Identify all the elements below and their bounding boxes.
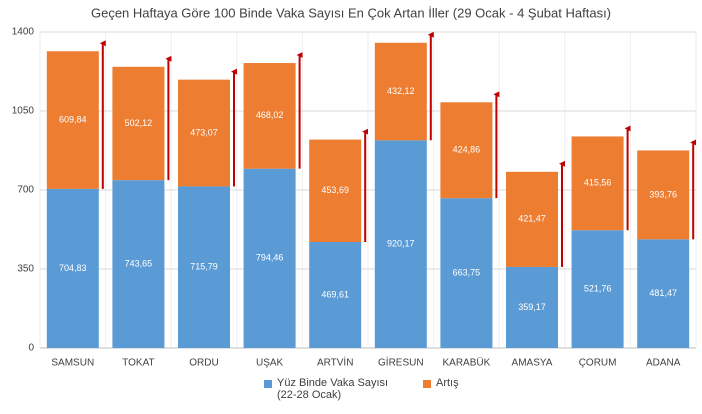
y-tick-label: 1400 — [12, 27, 35, 38]
value-label: 469,61 — [321, 289, 349, 299]
value-label: 424,86 — [453, 145, 481, 155]
y-tick-label: 0 — [28, 343, 34, 354]
bar-segment — [112, 180, 165, 348]
value-label: 743,65 — [125, 258, 153, 268]
x-tick-label: GİRESUN — [378, 356, 424, 369]
x-tick-label: SAMSUN — [51, 358, 94, 369]
x-tick-label: ADANA — [646, 358, 681, 369]
bar-segment — [243, 63, 296, 169]
value-label: 481,47 — [649, 288, 677, 298]
value-label: 359,17 — [518, 302, 546, 312]
x-tick-label: ÇORUM — [579, 358, 617, 369]
legend-item: Yüz Binde Vaka Sayısı (22-28 Ocak) — [264, 377, 407, 401]
legend-swatch — [423, 380, 431, 388]
bar-segment — [178, 186, 230, 348]
legend-label: Artış — [436, 377, 459, 389]
x-tick-label: TOKAT — [122, 358, 154, 369]
bar-segment — [506, 171, 558, 267]
bar-segment — [374, 140, 427, 348]
y-tick-label: 700 — [17, 185, 34, 196]
y-tick-label: 350 — [17, 264, 34, 275]
x-tick-label: AMASYA — [512, 358, 553, 369]
value-label: 609,84 — [59, 114, 87, 124]
x-tick-label: KARABÜK — [443, 357, 491, 369]
bar-segment — [309, 242, 362, 348]
value-label: 920,17 — [387, 239, 415, 249]
bar-segment — [309, 139, 362, 243]
value-label: 521,76 — [584, 283, 612, 293]
bar-segment — [571, 230, 624, 348]
bar-segment — [243, 168, 296, 348]
legend-label: Yüz Binde Vaka Sayısı (22-28 Ocak) — [277, 377, 389, 401]
value-label: 704,83 — [59, 263, 87, 273]
bar-segment — [112, 66, 165, 181]
value-label: 393,76 — [649, 189, 677, 199]
bar-segment — [637, 150, 690, 240]
value-label: 421,47 — [518, 214, 546, 224]
bar-segment — [46, 188, 99, 348]
legend: Yüz Binde Vaka Sayısı (22-28 Ocak) Artış — [264, 377, 459, 401]
value-label: 468,02 — [256, 110, 284, 120]
value-label: 715,79 — [190, 262, 218, 272]
x-tick-label: ARTVİN — [317, 356, 354, 369]
x-tick-label: UŞAK — [256, 358, 284, 369]
value-label: 415,56 — [584, 178, 612, 188]
x-tick-label: ORDU — [189, 358, 218, 369]
value-label: 473,07 — [190, 127, 218, 137]
bar-segment — [637, 239, 690, 348]
legend-item: Artış — [423, 377, 459, 401]
bar-segment — [440, 198, 493, 348]
y-tick-label: 1050 — [12, 106, 35, 117]
value-label: 502,12 — [125, 118, 153, 128]
value-label: 663,75 — [453, 267, 481, 277]
value-label: 432,12 — [387, 86, 415, 96]
chart-title: Geçen Haftaya Göre 100 Binde Vaka Sayısı… — [91, 5, 611, 20]
bar-segment — [506, 266, 558, 348]
value-label: 453,69 — [321, 185, 349, 195]
bar-segment — [440, 102, 493, 199]
bar-segment — [571, 136, 624, 231]
value-label: 794,46 — [256, 253, 284, 263]
bar-segment — [46, 51, 99, 189]
bar-segment — [374, 42, 427, 141]
bar-segment — [178, 79, 230, 187]
legend-swatch — [264, 380, 272, 388]
